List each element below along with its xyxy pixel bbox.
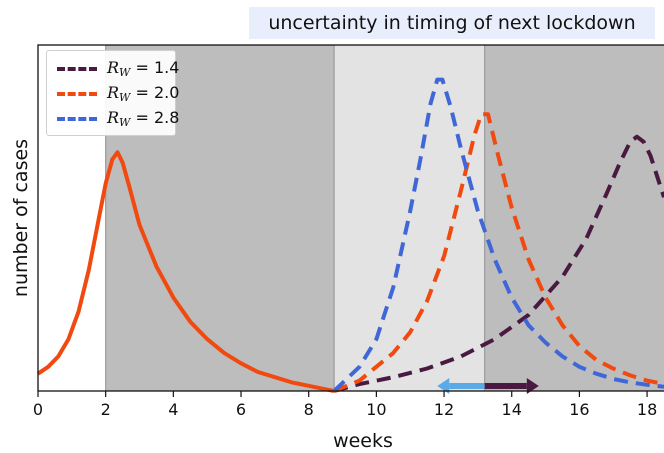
series-line-2 — [332, 77, 664, 393]
x-tick-label: 2 — [101, 400, 111, 419]
annotation-box: uncertainty in timing of next lockdown — [249, 7, 655, 39]
legend-entry-rw-2-8: RW = 2.8 — [55, 107, 179, 129]
x-tick-label: 6 — [236, 400, 246, 419]
plot-frame — [37, 44, 664, 392]
legend-swatch — [57, 67, 97, 71]
legend: RW = 1.4 RW = 2.0 RW = 2.8 — [46, 50, 179, 136]
x-tick-label: 18 — [637, 400, 657, 419]
x-tick-label: 8 — [304, 400, 314, 419]
x-tick-label: 12 — [434, 400, 454, 419]
arrow-head-1 — [526, 378, 539, 394]
arrow-head-0 — [437, 378, 450, 394]
legend-swatch — [57, 117, 97, 121]
x-tick-label: 16 — [569, 400, 589, 419]
legend-entry-rw-1-4: RW = 1.4 — [55, 57, 179, 79]
x-tick-label: 14 — [502, 400, 522, 419]
x-tick-label: 0 — [33, 400, 43, 419]
legend-entry-rw-2-0: RW = 2.0 — [55, 82, 179, 104]
shaded-region-1 — [334, 45, 485, 391]
legend-label: RW = 1.4 — [107, 58, 180, 79]
legend-label: RW = 2.8 — [107, 108, 180, 129]
annotation-text: uncertainty in timing of next lockdown — [268, 12, 636, 34]
legend-label: RW = 2.0 — [107, 83, 180, 104]
x-tick-label: 10 — [366, 400, 386, 419]
legend-swatch — [57, 92, 97, 96]
y-axis-label: number of cases — [10, 139, 32, 297]
x-axis-label: weeks — [333, 430, 393, 452]
series-line-3 — [36, 150, 335, 393]
x-tick-label: 4 — [168, 400, 178, 419]
series-line-1 — [333, 112, 664, 393]
